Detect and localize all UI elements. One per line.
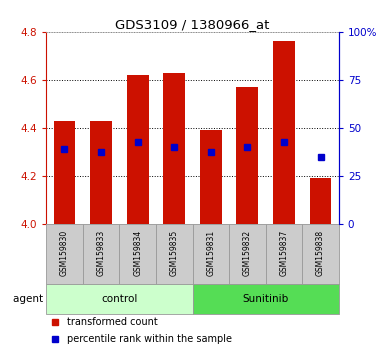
Bar (83, 224, 119, 284)
Text: transformed count: transformed count (67, 317, 157, 327)
Text: control: control (101, 294, 137, 304)
Bar (236, 87, 258, 224)
Text: GSM159837: GSM159837 (280, 229, 288, 276)
Bar (302, 224, 339, 284)
Bar (192, 224, 229, 284)
Bar (54, 121, 75, 224)
Text: GSM159831: GSM159831 (206, 229, 215, 276)
Text: GSM159833: GSM159833 (97, 229, 105, 276)
Text: GSM159835: GSM159835 (170, 229, 179, 276)
Bar (90, 121, 112, 224)
Bar (156, 224, 192, 284)
Text: percentile rank within the sample: percentile rank within the sample (67, 334, 232, 344)
Text: GSM159834: GSM159834 (133, 229, 142, 276)
Text: GSM159830: GSM159830 (60, 229, 69, 276)
Bar (200, 130, 222, 224)
Bar (127, 75, 149, 224)
Bar (229, 224, 266, 284)
Bar (192, 284, 339, 314)
Bar (163, 73, 185, 224)
Bar (46, 284, 192, 314)
Text: GSM159832: GSM159832 (243, 229, 252, 276)
Bar (46, 224, 83, 284)
Text: agent: agent (13, 294, 46, 304)
Bar (273, 41, 295, 224)
Bar (119, 224, 156, 284)
Bar (310, 178, 331, 224)
Text: Sunitinib: Sunitinib (243, 294, 289, 304)
Text: GSM159838: GSM159838 (316, 229, 325, 276)
Title: GDS3109 / 1380966_at: GDS3109 / 1380966_at (116, 18, 270, 31)
Bar (266, 224, 302, 284)
